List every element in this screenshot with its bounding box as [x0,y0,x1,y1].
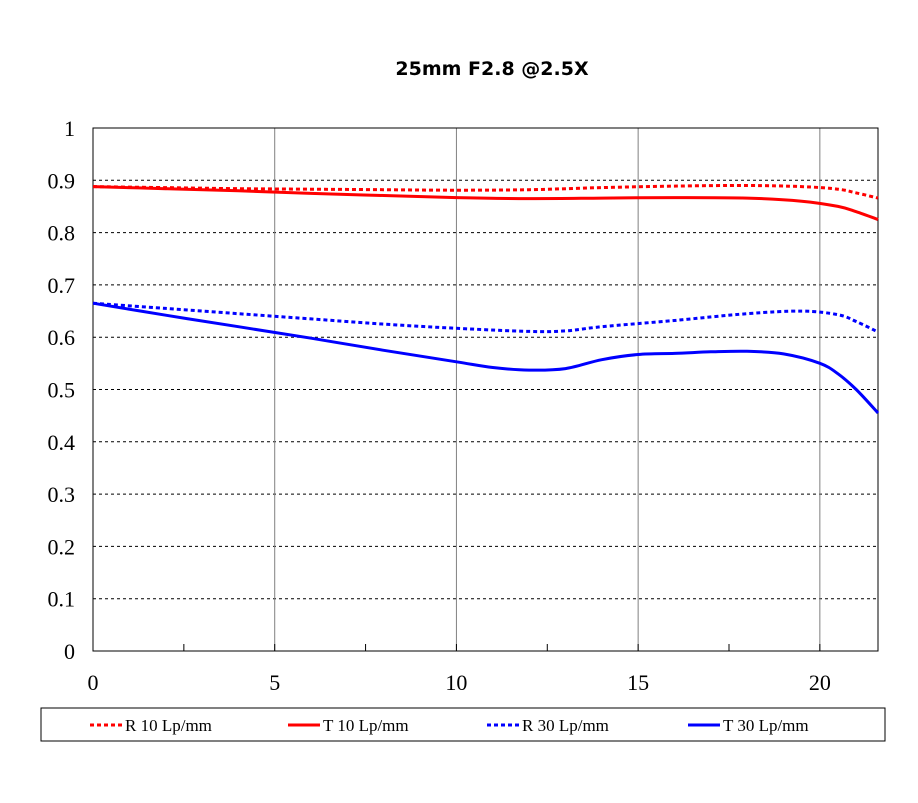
plot-area-border [92,127,879,652]
x-tick-label: 0 [88,670,99,695]
y-tick-label: 0.9 [48,168,76,193]
y-tick-label: 0.5 [48,378,76,403]
y-tick-label: 0.1 [48,587,76,612]
series-group [92,183,880,415]
y-tick-label: 0.8 [48,221,76,246]
x-tick-label: 10 [445,670,467,695]
y-tick-label: 0 [64,639,75,664]
legend-label: T 10 Lp/mm [323,716,409,735]
y-tick-label: 0.4 [48,430,76,455]
y-tick-label: 0.2 [48,534,76,559]
legend-box [40,707,886,742]
x-tick-label: 15 [627,670,649,695]
chart-title: 25mm F2.8 @2.5X [395,58,589,80]
legend-label: T 30 Lp/mm [723,716,809,735]
y-tick-label: 0.7 [48,273,76,298]
y-tick-label: 0.6 [48,325,76,350]
legend-label: R 30 Lp/mm [522,716,609,735]
series-line-r-30-lp-mm [92,301,879,334]
series-line-r-10-lp-mm [92,183,879,200]
y-axis: 0 0.1 0.2 0.3 0.4 0.5 0.6 0.7 0.8 0.9 1 [48,116,76,664]
x-tick-label: 5 [269,670,280,695]
series-line-t-10-lp-mm [92,185,879,221]
series-line-t-30-lp-mm [92,301,880,415]
x-tick-label: 20 [809,670,831,695]
y-tick-label: 0.3 [48,482,76,507]
legend: R 10 Lp/mm T 10 Lp/mm R 30 Lp/mm T 30 Lp/mm [40,707,886,742]
x-axis: 0 5 10 15 20 [88,644,831,695]
grid [93,128,878,651]
legend-label: R 10 Lp/mm [125,716,212,735]
y-tick-label: 1 [64,116,75,141]
